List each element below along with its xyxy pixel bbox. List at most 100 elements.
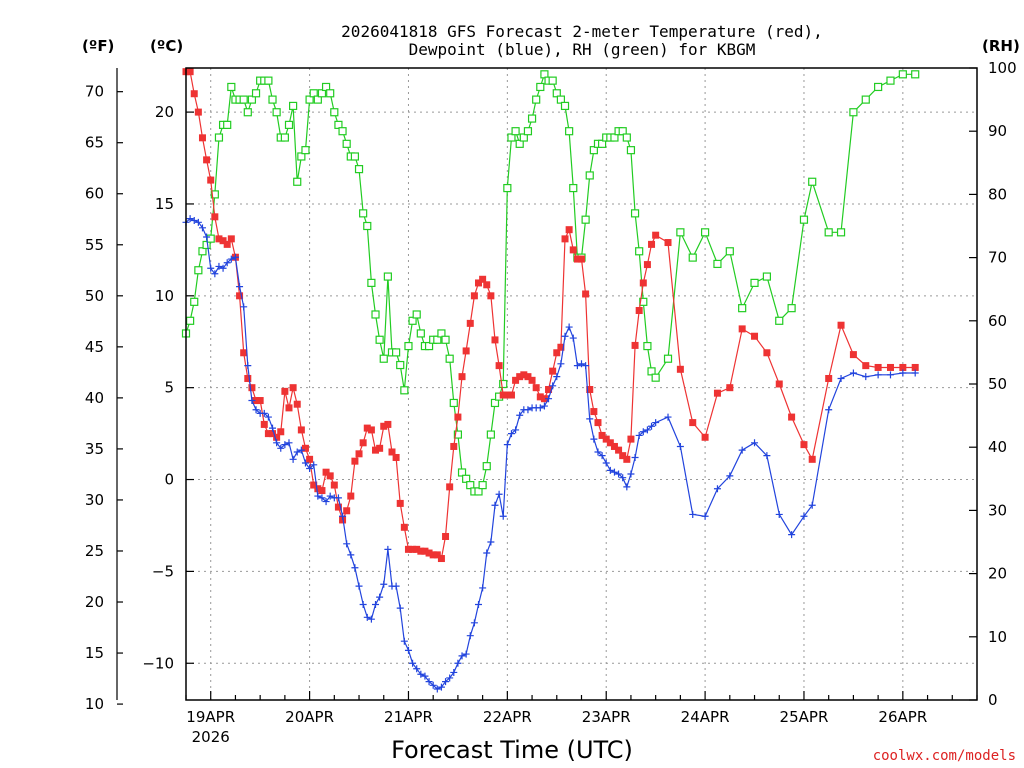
dewpoint-point xyxy=(726,472,734,480)
temperature-point xyxy=(334,503,342,511)
temperature-point xyxy=(227,235,235,243)
temperature-point xyxy=(306,455,314,463)
temperature-point xyxy=(557,343,565,351)
dewpoint-point xyxy=(862,373,870,381)
dewpoint-point xyxy=(470,619,478,627)
dewpoint-point xyxy=(413,665,421,673)
fahrenheit-tick-label: 55 xyxy=(85,236,104,254)
dewpoint-point xyxy=(186,215,194,223)
temperature-point xyxy=(536,393,544,401)
rh-point xyxy=(457,468,467,477)
temperature-point xyxy=(454,413,462,421)
rh-point xyxy=(569,183,578,193)
temperature-point xyxy=(264,430,272,438)
temperature-point xyxy=(615,446,623,454)
rh-point xyxy=(490,398,500,408)
temperature-point xyxy=(594,419,602,427)
temperature-point xyxy=(586,386,594,394)
rh-point xyxy=(515,139,524,148)
rh-point xyxy=(301,146,310,155)
dewpoint-point xyxy=(466,632,474,640)
rh-point xyxy=(272,108,281,117)
dewpoint-point xyxy=(648,422,656,430)
fahrenheit-tick-label: 30 xyxy=(85,491,104,509)
temperature-point xyxy=(343,507,351,515)
rh-point xyxy=(359,209,368,218)
temperature-point xyxy=(623,455,631,463)
chart-title-line2: Dewpoint (blue), RH (green) for KBGM xyxy=(409,40,756,59)
temperature-point xyxy=(236,292,244,300)
dewpoint-point xyxy=(211,270,219,278)
dewpoint-point xyxy=(339,512,347,520)
rh-point xyxy=(474,487,483,496)
dewpoint-point xyxy=(516,411,524,419)
temperature-point xyxy=(788,413,796,421)
temperature-point xyxy=(429,551,437,559)
temperature-point xyxy=(244,374,252,382)
dewpoint-point xyxy=(503,441,511,449)
rh-point xyxy=(350,152,360,161)
temperature-point xyxy=(256,397,264,405)
dewpoint-point xyxy=(343,540,351,548)
temperature-point xyxy=(277,428,285,436)
rh-point xyxy=(849,108,858,117)
dewpoint-point xyxy=(899,369,907,377)
rh-point xyxy=(482,462,491,471)
celsius-tick-label: 15 xyxy=(155,195,174,213)
temperature-point xyxy=(565,226,573,234)
temperature-point xyxy=(380,422,388,430)
dewpoint-point xyxy=(380,580,388,588)
dewpoint-point xyxy=(289,455,297,463)
dewpoint-point xyxy=(400,637,408,645)
celsius-tick-label: −10 xyxy=(142,654,174,672)
rh-point xyxy=(321,82,331,92)
temperature-point xyxy=(281,387,289,395)
dewpoint-point xyxy=(425,678,433,686)
temperature-point xyxy=(602,435,610,443)
temperature-point xyxy=(689,419,697,427)
temperature-point xyxy=(561,235,569,243)
dewpoint-point xyxy=(874,371,882,379)
dewpoint-point xyxy=(437,683,445,691)
rh-point xyxy=(898,70,907,79)
dewpoint-point xyxy=(627,470,635,478)
rh-tick-label: 90 xyxy=(988,122,1007,140)
rh-point xyxy=(536,82,545,92)
fahrenheit-tick-label: 25 xyxy=(85,542,104,560)
x-axis-title: Forecast Time (UTC) xyxy=(391,736,633,764)
rh-point xyxy=(424,341,434,351)
temperature-point xyxy=(648,240,656,248)
rh-point xyxy=(363,221,372,231)
rh-point xyxy=(305,95,314,104)
temperature-point xyxy=(219,237,227,245)
dewpoint-point xyxy=(376,593,384,601)
x-tick-label: 25APR xyxy=(780,708,829,726)
temperature-point xyxy=(701,433,709,441)
rh-point xyxy=(330,108,339,117)
dewpoint-point xyxy=(310,461,318,469)
series-dewpoint xyxy=(182,215,919,693)
temperature-point xyxy=(359,439,367,447)
temperature-point xyxy=(310,481,318,489)
rh-tick-label: 20 xyxy=(988,565,1007,583)
rh-point xyxy=(198,247,207,256)
rh-point xyxy=(725,247,734,256)
dewpoint-point xyxy=(359,600,367,608)
dewpoint-point xyxy=(553,373,561,381)
rh-point xyxy=(713,259,722,269)
rh-point xyxy=(519,133,528,142)
rh-point xyxy=(507,133,516,142)
temperature-point xyxy=(862,362,870,370)
dewpoint-point xyxy=(326,492,334,500)
dewpoint-point xyxy=(297,446,305,454)
dewpoint-point xyxy=(594,448,602,456)
dewpoint-point xyxy=(763,452,771,460)
celsius-tick-label: 10 xyxy=(155,287,174,305)
temperature-point xyxy=(635,307,643,315)
dewpoint-point xyxy=(610,468,618,476)
rh-point xyxy=(663,354,673,363)
temperature-point xyxy=(549,367,557,375)
dewpoint-point xyxy=(372,600,380,608)
temperature-point xyxy=(293,400,301,408)
temperature-point xyxy=(639,279,647,287)
